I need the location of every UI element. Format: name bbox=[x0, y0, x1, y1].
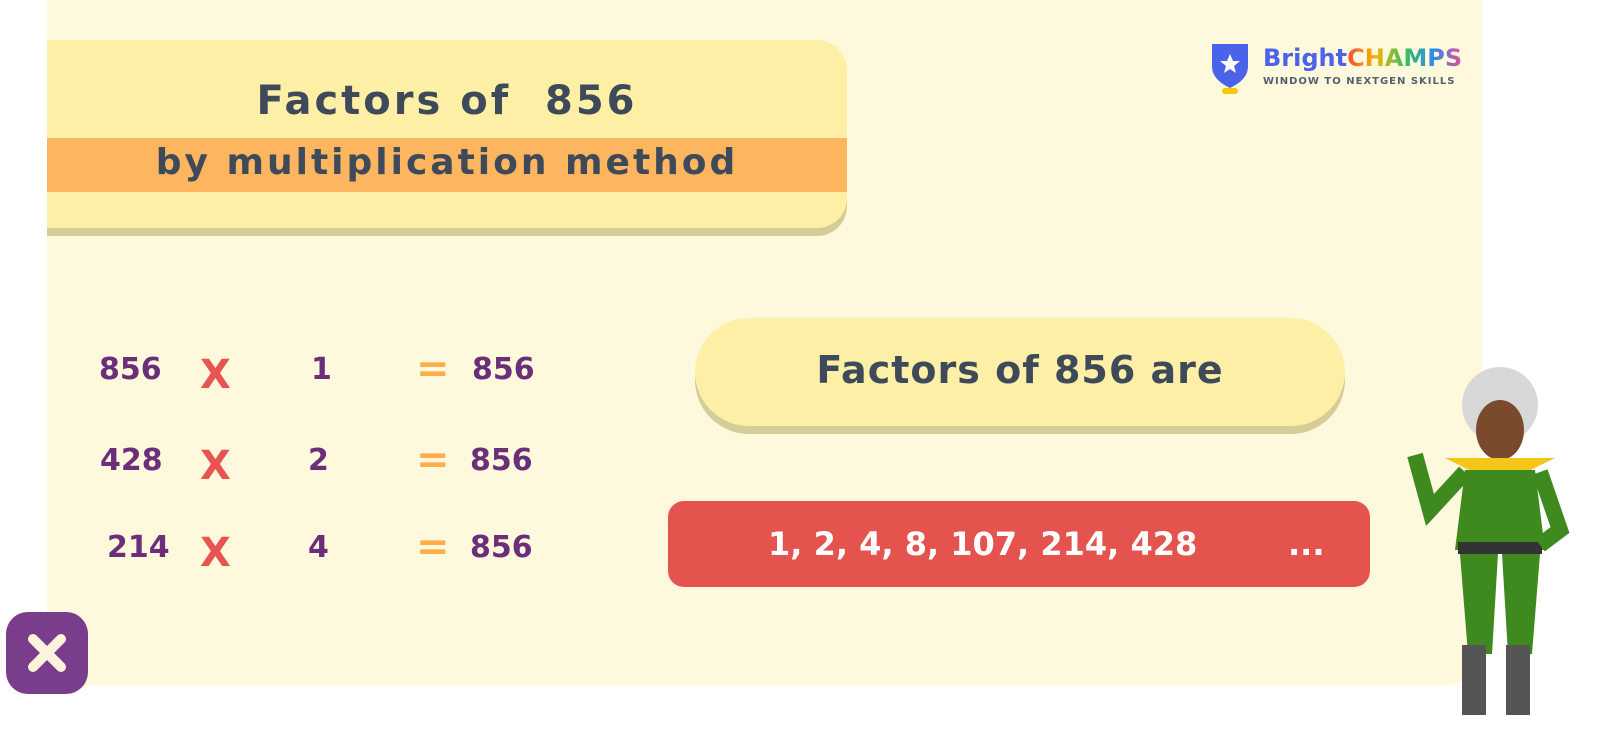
times-icon: X bbox=[200, 443, 231, 489]
equation-row: 856 X 1 = 856 bbox=[0, 346, 600, 412]
close-button[interactable] bbox=[6, 612, 88, 694]
times-icon: X bbox=[200, 352, 231, 398]
equation-row: 428 X 2 = 856 bbox=[0, 437, 600, 503]
multiplier: 4 bbox=[308, 530, 329, 565]
times-icon: X bbox=[200, 530, 231, 576]
multiplier: 1 bbox=[311, 352, 332, 387]
product: 856 bbox=[472, 352, 535, 387]
teacher-character-illustration bbox=[1407, 367, 1570, 715]
title-band bbox=[47, 138, 847, 192]
page-title: Factors of 856 bbox=[256, 78, 638, 124]
logo-tagline: WINDOW TO NEXTGEN SKILLS bbox=[1263, 76, 1456, 87]
factors-heading: Factors of 856 are bbox=[816, 348, 1224, 392]
page-subtitle: by multiplication method bbox=[155, 142, 739, 183]
multiplicand: 428 bbox=[100, 443, 163, 478]
brightchamps-logo: BrightCHAMPS WINDOW TO NEXTGEN SKILLS bbox=[1210, 42, 1462, 98]
close-icon bbox=[28, 634, 66, 672]
factors-values: 1, 2, 4, 8, 107, 214, 428 bbox=[768, 525, 1198, 563]
product: 856 bbox=[470, 443, 533, 478]
factors-ellipsis: ... bbox=[1288, 525, 1325, 563]
title-box: Factors of 856 by multiplication method bbox=[47, 40, 847, 228]
equals-icon: = bbox=[416, 437, 450, 483]
factors-heading-box: Factors of 856 are bbox=[695, 318, 1345, 426]
logo-champs: CHAMPS bbox=[1347, 44, 1463, 72]
logo-bright: Bright bbox=[1263, 44, 1348, 72]
multiplicand: 214 bbox=[107, 530, 170, 565]
equals-icon: = bbox=[416, 524, 450, 570]
factors-list-box: 1, 2, 4, 8, 107, 214, 428 ... bbox=[668, 501, 1370, 587]
shield-icon bbox=[1212, 44, 1248, 94]
multiplier: 2 bbox=[308, 443, 329, 478]
equation-row: 214 X 4 = 856 bbox=[0, 524, 600, 590]
equals-icon: = bbox=[416, 346, 450, 392]
product: 856 bbox=[470, 530, 533, 565]
multiplicand: 856 bbox=[99, 352, 162, 387]
